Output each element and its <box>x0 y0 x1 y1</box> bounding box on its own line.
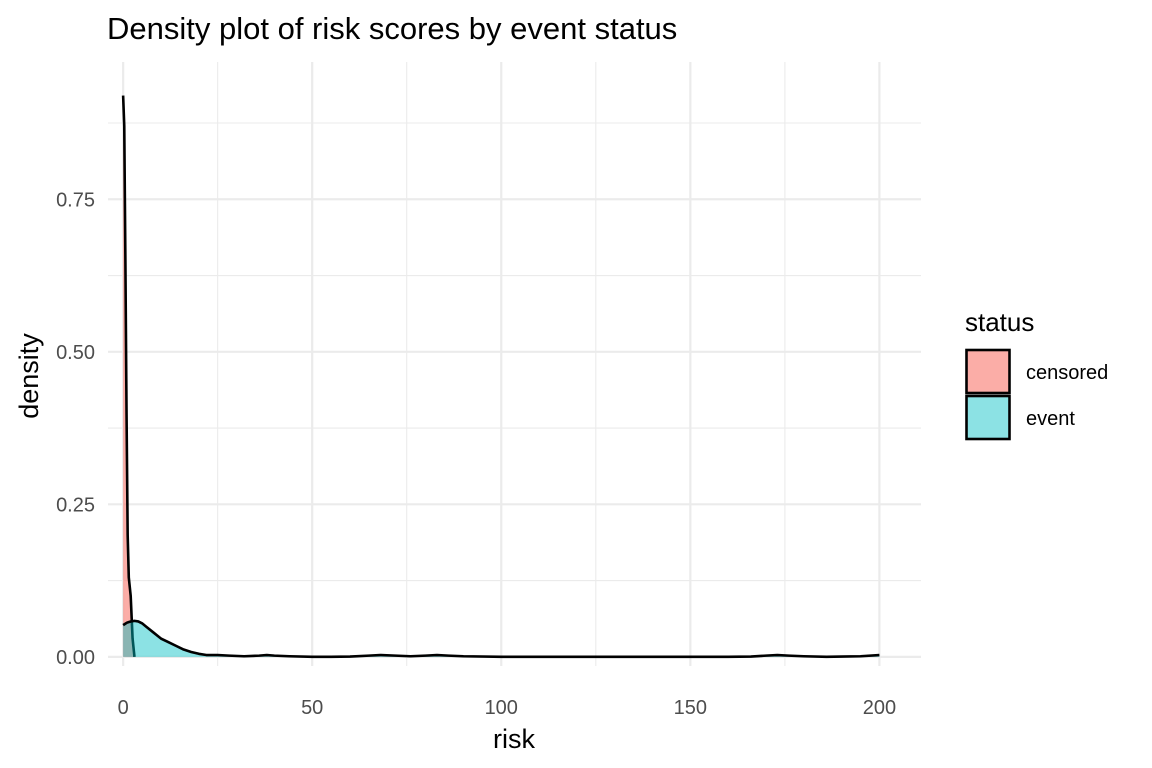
x-tick-label: 0 <box>118 697 129 719</box>
y-tick-label: 0.25 <box>56 494 95 516</box>
x-axis-title: risk <box>493 724 535 754</box>
legend-title: status <box>965 307 1034 337</box>
legend-label-event: event <box>1026 408 1075 430</box>
y-axis-ticks: 0.00 0.25 0.50 0.75 <box>56 189 95 669</box>
y-axis-title: density <box>14 333 44 419</box>
x-tick-label: 200 <box>863 697 896 719</box>
density-areas <box>121 95 880 659</box>
density-line-event <box>122 619 880 659</box>
chart-title: Density plot of risk scores by event sta… <box>107 11 677 46</box>
density-area-censored <box>123 95 135 657</box>
legend: status censored event <box>965 307 1108 441</box>
grid <box>108 62 921 666</box>
x-tick-label: 150 <box>674 697 707 719</box>
x-tick-label: 50 <box>301 697 323 719</box>
x-axis-ticks: 0 50 100 150 200 <box>118 697 897 719</box>
y-tick-label: 0.50 <box>56 342 95 364</box>
y-tick-label: 0.75 <box>56 189 95 211</box>
y-tick-label: 0.00 <box>56 647 95 669</box>
legend-key-event <box>965 394 1011 441</box>
density-line-censored <box>121 95 136 657</box>
legend-key-bg <box>966 396 1010 439</box>
legend-key-censored <box>965 348 1011 395</box>
legend-label-censored: censored <box>1026 362 1108 384</box>
x-tick-label: 100 <box>485 697 518 719</box>
